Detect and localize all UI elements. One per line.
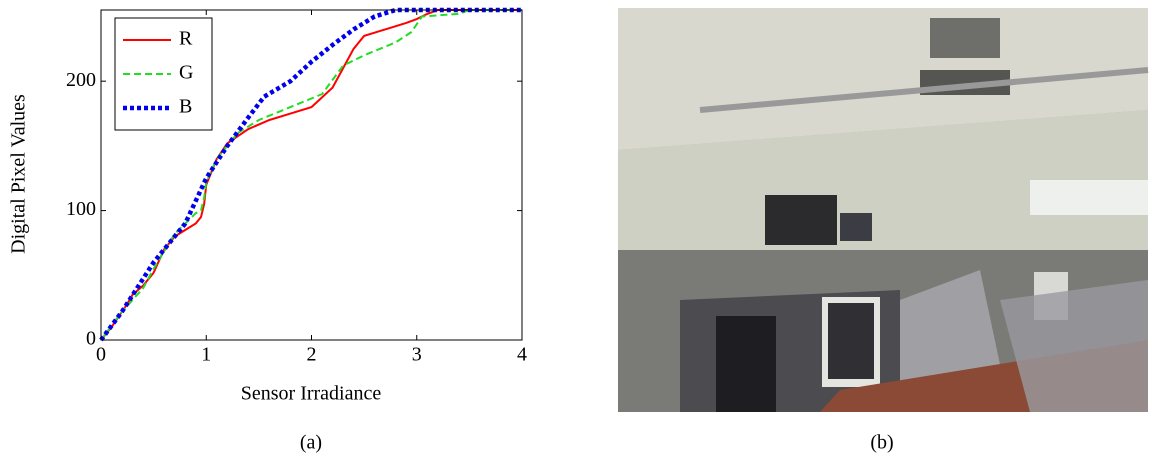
photo bbox=[618, 8, 1149, 412]
legend-label: R bbox=[179, 28, 193, 50]
y-axis-label: Digital Pixel Values bbox=[8, 94, 30, 254]
caption: (b) bbox=[870, 432, 893, 454]
caption: (a) bbox=[300, 432, 322, 454]
legend-label: G bbox=[179, 62, 193, 84]
x-tick-label: 2 bbox=[307, 344, 317, 366]
x-tick-label: 3 bbox=[412, 344, 422, 366]
x-tick-label: 4 bbox=[517, 344, 527, 366]
y-tick-label: 100 bbox=[66, 198, 96, 220]
x-tick-label: 0 bbox=[96, 344, 106, 366]
line-series bbox=[99, 7, 522, 342]
y-tick-label: 200 bbox=[66, 69, 96, 91]
y-tick-label: 0 bbox=[86, 328, 96, 350]
x-axis-label: Sensor Irradiance bbox=[241, 383, 382, 405]
x-tick-label: 1 bbox=[201, 344, 211, 366]
line-series bbox=[100, 9, 522, 341]
legend-box bbox=[114, 17, 213, 131]
legend-label: B bbox=[179, 96, 192, 118]
